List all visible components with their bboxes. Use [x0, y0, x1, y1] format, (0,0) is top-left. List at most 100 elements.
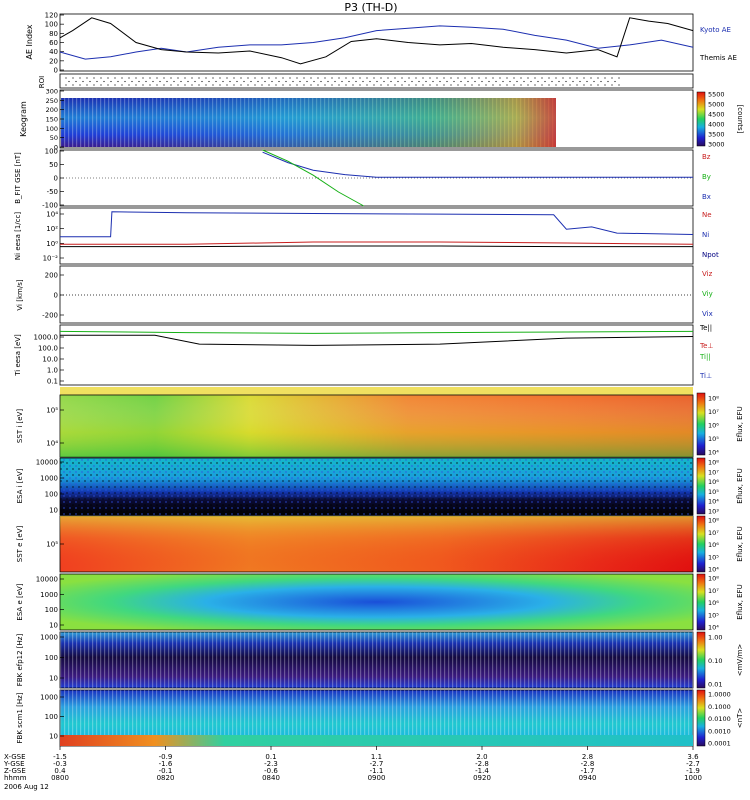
roi-dot — [527, 77, 529, 79]
roi-dot — [352, 77, 354, 79]
roi-dot — [261, 84, 263, 86]
roi-dot — [348, 80, 350, 83]
xaxis-tick-y: -2.8 — [475, 760, 489, 768]
keogram-cbar-label: 3500 — [708, 131, 725, 139]
legend-te-par: Te|| — [699, 324, 712, 332]
roi-dot — [282, 84, 284, 86]
roi-dot — [145, 80, 147, 83]
xaxis-tick-z: -1.7 — [581, 767, 595, 775]
roi-dot — [618, 84, 620, 86]
bfgs-ytick-label: 50 — [49, 161, 58, 169]
xaxis-tick-x: 0.1 — [265, 753, 276, 761]
xaxis-tick-x: -0.9 — [159, 753, 173, 761]
ae-ytick-label: 0 — [54, 67, 58, 75]
roi-dot — [226, 77, 228, 79]
roi-dot — [212, 77, 214, 79]
esa-ion-ytick-label: 10000 — [36, 459, 58, 467]
density-series-npot — [60, 245, 693, 248]
fbk-b-ytick-label: 100 — [45, 713, 58, 721]
roi-dot — [240, 84, 242, 86]
roi-dot — [327, 80, 329, 83]
keogram-ytick-label: 200 — [46, 106, 58, 114]
xaxis-tick-z: -1.9 — [686, 767, 700, 775]
roi-dot — [222, 80, 224, 83]
roi-dot — [317, 77, 319, 79]
roi-dot — [114, 77, 116, 79]
roi-dot — [460, 80, 462, 83]
roi-dot — [464, 84, 466, 86]
roi-dot — [373, 77, 375, 79]
roi-dot — [236, 80, 238, 83]
roi-dot — [478, 84, 480, 86]
roi-dot — [334, 80, 336, 83]
roi-dot — [257, 80, 259, 83]
roi-dot — [488, 80, 490, 83]
sst-ion-cbar-label: 10⁷ — [708, 408, 719, 416]
roi-dot — [604, 77, 606, 79]
xaxis-tick-z: -1.1 — [370, 767, 384, 775]
bfgs-ytick-label: -100 — [42, 202, 58, 210]
roi-dot — [289, 77, 291, 79]
roi-dot — [485, 77, 487, 79]
panel-bfgs: B_FIT GSE [nT] 100 50 0 -50 -100 Bz By Bx — [14, 148, 711, 210]
roi-dot — [495, 80, 497, 83]
xaxis-tick-t: 0920 — [473, 774, 491, 782]
ae-ytick-label: 40 — [49, 48, 58, 56]
roi-dot — [443, 84, 445, 86]
roi-dot — [68, 80, 70, 83]
roi-dot — [268, 77, 270, 79]
roi-dot — [345, 84, 347, 86]
roi-dot — [89, 80, 91, 83]
fbk-e-ytick-label: 100 — [45, 654, 58, 662]
roi-dot — [467, 80, 469, 83]
panel-density: Ni eesa [1/cc] 10⁴ 10² 10⁰ 10⁻² Ne Ni Npot — [14, 207, 719, 265]
roi-dot — [341, 80, 343, 83]
fbk-b-cbar-unit: <nT> — [736, 708, 744, 729]
roi-dot — [191, 84, 193, 86]
roi-dot — [163, 77, 165, 79]
panel-velocity: Vi [km/s] 200 0 -200 Viz Viy Vix — [16, 265, 713, 324]
roi-dot — [103, 80, 105, 83]
roi-dot — [534, 77, 536, 79]
roi-dot — [415, 77, 417, 79]
roi-dot — [177, 77, 179, 79]
xaxis-tick-t: 0940 — [579, 774, 597, 782]
roi-dot — [96, 80, 98, 83]
roi-dot — [562, 77, 564, 79]
roi-dot — [117, 80, 119, 83]
roi-dot — [138, 80, 140, 83]
roi-dot — [121, 84, 123, 86]
xaxis-tick-t: 0840 — [262, 774, 280, 782]
xaxis-tick-x: 2.0 — [476, 753, 487, 761]
roi-dot — [215, 80, 217, 83]
roi-dot — [548, 77, 550, 79]
temperature-ytick-label: 1000.0 — [34, 334, 59, 342]
roi-dot — [586, 80, 588, 83]
roi-dot — [152, 80, 154, 83]
roi-dot — [583, 84, 585, 86]
ae-series-themis — [59, 17, 694, 65]
roi-dot — [198, 84, 200, 86]
roi-dot — [299, 80, 301, 83]
roi-dot — [408, 77, 410, 79]
roi-dot — [481, 80, 483, 83]
keogram-cbar-unit: [counts] — [736, 105, 744, 134]
roi-dot — [338, 84, 340, 86]
panel-sst-ion: SST i [eV] 10⁵ 10⁴ 10⁸ 10⁷ 10⁶ 10⁵ 10⁴ Eflux,… — [16, 387, 744, 458]
roi-dot — [555, 77, 557, 79]
roi-dot — [219, 77, 221, 79]
roi-dot — [268, 84, 270, 86]
roi-dot — [576, 84, 578, 86]
roi-dot — [331, 77, 333, 79]
roi-dot — [422, 84, 424, 86]
xaxis-tick-y: -0.3 — [53, 760, 67, 768]
fbk-e-cbar-unit: <mV/m> — [736, 644, 744, 677]
xaxis-tick-x: 3.6 — [687, 753, 699, 761]
legend-te-perp: Te⊥ — [699, 342, 714, 350]
roi-dot — [618, 77, 620, 79]
roi-dot — [306, 80, 308, 83]
legend-ne: Ne — [702, 211, 712, 219]
xaxis-row-label: 2006 Aug 12 — [4, 783, 49, 791]
sst-elec-colorbar — [696, 515, 706, 573]
fbk-b-cbar-label: 1.0000 — [708, 691, 731, 699]
